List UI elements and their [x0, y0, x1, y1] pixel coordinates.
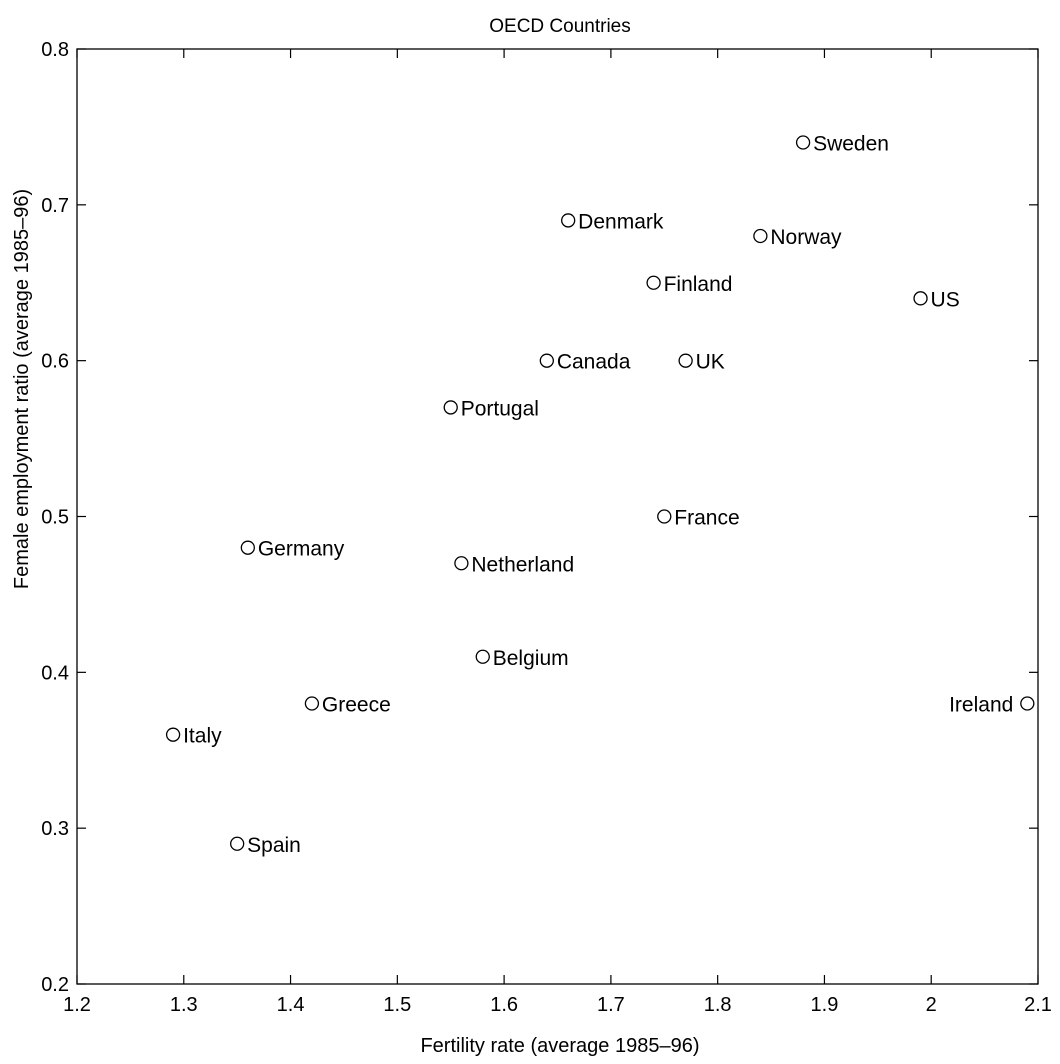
data-point-finland: Finland [646, 273, 733, 296]
x-tick-label: 2.1 [1024, 994, 1052, 1016]
y-axis-title: Female employment ratio (average 1985–96… [11, 189, 33, 589]
point-label: Sweden [813, 133, 889, 156]
point-marker [304, 696, 320, 711]
y-tick-label: 0.6 [41, 351, 69, 373]
point-marker [475, 649, 490, 664]
x-tick-label: 1.7 [597, 994, 625, 1016]
x-tick-label: 1.6 [490, 994, 518, 1016]
x-tick-label: 1.9 [811, 994, 839, 1016]
y-tick-label: 0.4 [41, 662, 69, 684]
point-marker [240, 540, 255, 555]
point-label: Norway [770, 226, 842, 249]
point-marker [454, 556, 469, 571]
data-point-denmark: Denmark [561, 210, 664, 233]
data-point-norway: Norway [753, 226, 842, 249]
x-tick-label: 1.3 [170, 994, 198, 1016]
data-point-ireland: Ireland [949, 694, 1035, 717]
data-point-germany: Germany [240, 538, 345, 561]
point-label: UK [696, 351, 725, 374]
data-point-france: France [657, 507, 740, 530]
y-tick-label: 0.3 [41, 818, 69, 840]
point-label: Finland [664, 273, 733, 296]
point-label: US [931, 288, 960, 311]
point-label: Canada [557, 351, 631, 374]
point-marker [678, 353, 693, 368]
data-point-sweden: Sweden [795, 133, 889, 156]
data-point-netherland: Netherland [454, 553, 574, 576]
point-label: Denmark [578, 210, 664, 233]
data-point-belgium: Belgium [475, 647, 569, 670]
chart-title: OECD Countries [489, 16, 631, 37]
axes-group: 1.2 1.3 1.4 1.5 1.6 1.7 1.8 1.9 2 2.1 0.2 0.3 0.4 0.5… [41, 39, 1052, 1016]
x-tick-label: 1.5 [383, 994, 411, 1016]
x-tick-label: 1.8 [704, 994, 732, 1016]
point-marker [913, 291, 928, 306]
point-label: Germany [258, 538, 345, 561]
point-label: Netherland [471, 553, 574, 576]
data-point-canada: Canada [539, 351, 631, 374]
point-label: Greece [322, 694, 391, 717]
point-marker [443, 400, 458, 415]
data-point-us: US [913, 288, 960, 311]
x-tick-label: 2 [926, 994, 937, 1016]
point-marker [561, 213, 576, 228]
point-marker [230, 836, 245, 851]
point-label: Belgium [493, 647, 569, 670]
data-points-group: Sweden Denmark Norway Finland US Canada UK Port… [165, 133, 1035, 857]
point-marker [646, 275, 661, 290]
y-tick-label: 0.5 [41, 507, 69, 529]
data-point-italy: Italy [165, 725, 222, 748]
data-point-spain: Spain [230, 834, 301, 857]
point-label: Italy [183, 725, 222, 748]
point-marker [539, 353, 554, 368]
y-tick-label: 0.2 [41, 974, 69, 996]
y-tick-label: 0.8 [41, 39, 69, 61]
point-marker [753, 228, 768, 244]
point-marker [657, 509, 672, 524]
point-label: Ireland [949, 694, 1013, 717]
data-point-uk: UK [678, 351, 725, 374]
x-axis-title: Fertility rate (average 1985–96) [420, 1035, 699, 1057]
x-tick-label: 1.2 [63, 994, 91, 1016]
data-point-portugal: Portugal [443, 397, 539, 420]
point-marker [1020, 696, 1035, 711]
point-marker [795, 135, 811, 150]
y-tick-label: 0.7 [41, 195, 69, 217]
point-label: Portugal [461, 397, 539, 420]
data-point-greece: Greece [304, 694, 391, 717]
point-label: France [674, 507, 739, 530]
point-marker [165, 727, 181, 742]
x-tick-label: 1.4 [277, 994, 305, 1016]
point-label: Spain [247, 834, 301, 857]
